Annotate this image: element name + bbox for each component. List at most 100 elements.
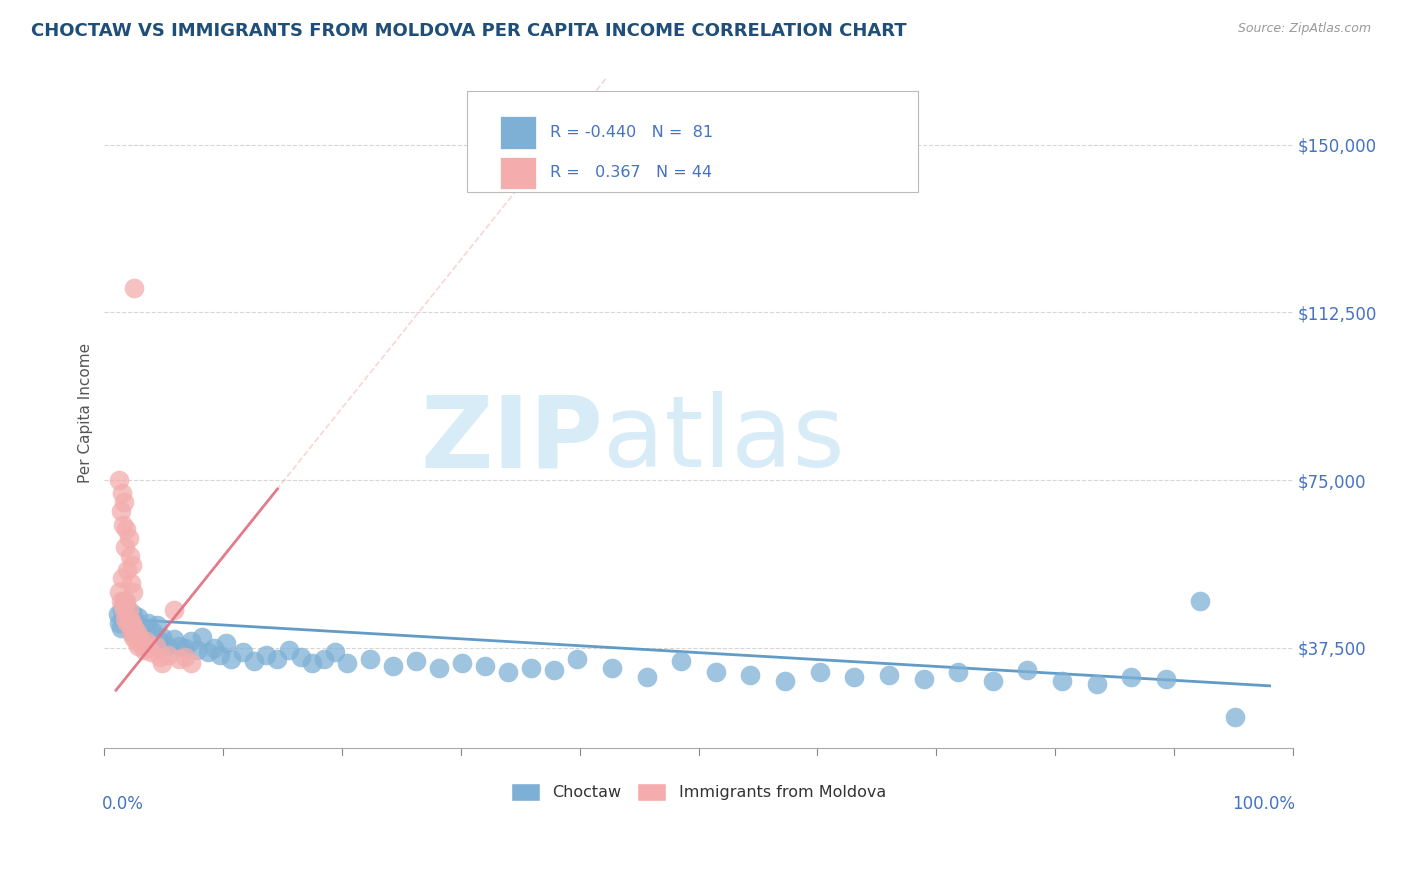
Point <box>110 504 132 518</box>
Point <box>117 562 139 576</box>
Point <box>125 625 148 640</box>
Point <box>124 621 146 635</box>
Point <box>877 667 900 681</box>
FancyBboxPatch shape <box>467 91 918 192</box>
Point <box>243 654 266 668</box>
Point <box>208 648 231 662</box>
Point <box>1189 594 1212 608</box>
Point <box>108 616 131 631</box>
Point <box>149 649 172 664</box>
Point <box>111 599 134 613</box>
Bar <box>501 116 536 149</box>
Point <box>156 639 179 653</box>
Point <box>520 661 543 675</box>
Point <box>121 616 143 631</box>
Point <box>323 645 346 659</box>
Point <box>162 603 184 617</box>
Point <box>1017 663 1039 677</box>
Point <box>129 634 152 648</box>
Point <box>107 607 129 622</box>
Point <box>129 636 152 650</box>
Point <box>1154 672 1177 686</box>
Point <box>221 652 243 666</box>
Point <box>114 540 136 554</box>
Legend: Choctaw, Immigrants from Moldova: Choctaw, Immigrants from Moldova <box>505 776 893 807</box>
Point <box>145 639 167 653</box>
Point <box>110 594 132 608</box>
Point <box>120 625 142 640</box>
Point <box>381 658 404 673</box>
Point <box>124 281 146 295</box>
Point <box>118 614 141 628</box>
Point <box>132 643 155 657</box>
Point <box>112 603 135 617</box>
Point <box>197 645 219 659</box>
Point <box>121 612 143 626</box>
Point <box>1121 670 1143 684</box>
Point <box>108 585 131 599</box>
Point <box>169 639 191 653</box>
Point <box>150 630 173 644</box>
Point <box>111 612 134 626</box>
Point <box>110 621 132 635</box>
Point <box>128 623 150 637</box>
Point <box>111 517 134 532</box>
Point <box>214 636 236 650</box>
Point <box>124 621 146 635</box>
Point <box>278 643 301 657</box>
Point <box>111 603 134 617</box>
Point <box>169 652 191 666</box>
Point <box>773 674 796 689</box>
Point <box>117 616 139 631</box>
Point <box>405 654 427 668</box>
Text: Source: ZipAtlas.com: Source: ZipAtlas.com <box>1237 22 1371 36</box>
Point <box>567 652 589 666</box>
Point <box>117 603 139 617</box>
Point <box>336 657 359 671</box>
Point <box>135 634 157 648</box>
Point <box>202 640 225 655</box>
Point <box>1085 676 1108 690</box>
Point <box>174 649 197 664</box>
Point <box>162 632 184 646</box>
Point <box>636 670 658 684</box>
Point <box>111 572 134 586</box>
Point <box>117 603 139 617</box>
Point <box>981 674 1004 689</box>
Point <box>114 599 136 613</box>
Point <box>139 645 162 659</box>
Point <box>150 657 173 671</box>
Point <box>127 609 149 624</box>
Point <box>496 665 519 680</box>
Point <box>112 495 135 509</box>
Point <box>136 616 159 631</box>
Point <box>117 621 139 635</box>
Point <box>946 665 969 680</box>
Point <box>180 657 202 671</box>
Point <box>186 643 208 657</box>
Point <box>122 585 145 599</box>
Point <box>124 616 146 631</box>
Text: atlas: atlas <box>603 392 845 488</box>
Point <box>312 652 335 666</box>
Point <box>136 640 159 655</box>
Point <box>290 649 312 664</box>
Point <box>1223 710 1246 724</box>
Point <box>111 486 134 500</box>
Point <box>139 632 162 646</box>
Point <box>156 648 179 662</box>
Point <box>115 522 138 536</box>
Point <box>117 531 139 545</box>
Point <box>474 658 496 673</box>
Point <box>115 594 138 608</box>
Text: R = -0.440   N =  81: R = -0.440 N = 81 <box>550 125 713 140</box>
Point <box>128 630 150 644</box>
Point <box>127 639 149 653</box>
Point <box>122 607 145 622</box>
Point <box>671 654 693 668</box>
Point <box>132 621 155 635</box>
Point <box>359 652 381 666</box>
Point <box>844 670 866 684</box>
Point <box>125 630 148 644</box>
Point <box>114 612 136 626</box>
